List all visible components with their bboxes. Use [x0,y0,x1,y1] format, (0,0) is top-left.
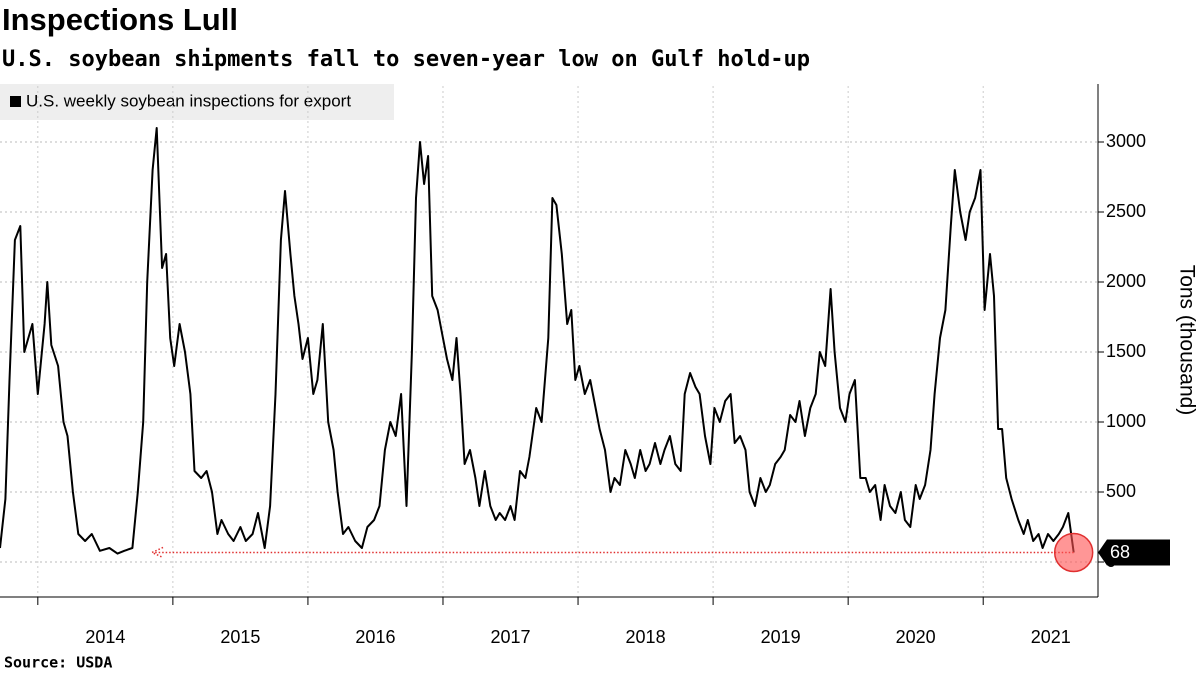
highlight-circle [1053,532,1094,573]
value-label: 68 [1110,542,1130,562]
y-tick-label: 2000 [1106,271,1146,291]
x-tick-label: 2018 [626,627,666,647]
y-tick-label: 1500 [1106,341,1146,361]
y-axis-label: Tons (thousand) [1175,265,1198,416]
y-tick-label: 3000 [1106,131,1146,151]
x-tick-label: 2016 [355,627,395,647]
legend-box [0,84,394,120]
series-line [0,127,1075,555]
value-tag [1098,539,1170,566]
legend-swatch [10,96,21,107]
chart-title: Inspections Lull [2,2,238,37]
x-tick-label: 2014 [85,627,125,647]
x-tick-label: 2019 [761,627,801,647]
x-tick-label: 2017 [490,627,530,647]
x-tick-label: 2015 [220,627,260,647]
y-tick-label: 500 [1106,481,1136,501]
x-tick-label: 2021 [1031,627,1071,647]
chart-subtitle: U.S. soybean shipments fall to seven-yea… [2,47,810,72]
pointer-head [150,546,164,559]
y-tick-label: 1000 [1106,411,1146,431]
y-tick-label: 2500 [1106,201,1146,221]
legend-label: U.S. weekly soybean inspections for expo… [26,91,351,110]
x-tick-label: 2020 [896,627,936,647]
source: Source: USDA [4,654,112,672]
